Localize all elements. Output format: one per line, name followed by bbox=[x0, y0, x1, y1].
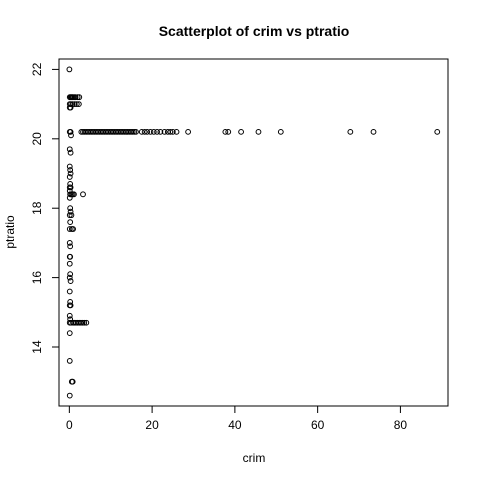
data-point bbox=[370, 128, 377, 135]
x-axis-label: crim bbox=[243, 451, 266, 465]
data-point bbox=[67, 316, 74, 323]
data-point bbox=[225, 128, 232, 135]
data-point bbox=[81, 319, 88, 326]
scatter-points bbox=[66, 66, 441, 399]
data-point bbox=[169, 128, 176, 135]
data-point bbox=[72, 94, 79, 101]
y-tick-label: 20 bbox=[30, 132, 44, 146]
data-point bbox=[238, 128, 244, 135]
data-point bbox=[185, 128, 192, 135]
data-point bbox=[67, 253, 74, 260]
data-point bbox=[80, 191, 86, 198]
x-tick-label: 40 bbox=[228, 418, 242, 432]
data-point bbox=[154, 128, 160, 135]
data-point bbox=[66, 163, 73, 170]
data-point bbox=[167, 128, 174, 135]
y-tick-label: 14 bbox=[30, 340, 44, 354]
data-point bbox=[67, 299, 74, 305]
data-point bbox=[66, 194, 73, 201]
x-axis: 0 20 40 60 80 bbox=[66, 405, 408, 432]
data-point bbox=[83, 319, 90, 326]
data-point bbox=[74, 94, 81, 101]
data-point bbox=[222, 128, 229, 135]
data-point bbox=[66, 357, 73, 364]
data-point bbox=[68, 101, 74, 108]
data-point bbox=[66, 288, 73, 295]
data-point bbox=[79, 319, 86, 326]
data-point bbox=[131, 128, 138, 135]
y-axis-label: ptratio bbox=[3, 215, 17, 249]
data-point bbox=[129, 128, 136, 135]
data-point bbox=[277, 128, 284, 135]
data-point bbox=[67, 278, 74, 284]
data-point bbox=[73, 101, 80, 108]
data-point bbox=[67, 243, 74, 250]
data-point bbox=[67, 184, 74, 191]
data-point bbox=[66, 226, 73, 232]
data-point bbox=[67, 149, 74, 156]
data-point bbox=[66, 274, 73, 281]
data-point bbox=[67, 219, 74, 225]
data-point bbox=[67, 302, 74, 309]
data-point bbox=[66, 174, 73, 180]
data-point bbox=[69, 378, 76, 385]
data-point bbox=[68, 212, 75, 219]
chart-title: Scatterplot of crim vs ptratio bbox=[159, 23, 350, 39]
data-point bbox=[67, 167, 74, 173]
data-point bbox=[70, 226, 76, 232]
x-tick-label: 60 bbox=[311, 418, 325, 432]
data-point bbox=[67, 271, 74, 278]
data-point bbox=[347, 128, 354, 135]
data-point bbox=[67, 208, 74, 215]
data-point bbox=[157, 128, 164, 135]
y-tick-label: 16 bbox=[30, 271, 44, 285]
data-point bbox=[66, 187, 73, 194]
data-point bbox=[67, 128, 74, 135]
data-point bbox=[434, 128, 441, 135]
data-point bbox=[71, 191, 77, 198]
data-point bbox=[67, 104, 74, 111]
y-tick-label: 22 bbox=[30, 62, 44, 76]
x-tick-label: 0 bbox=[66, 418, 73, 432]
data-point bbox=[173, 128, 180, 135]
y-axis: 14 16 18 20 22 bbox=[30, 62, 60, 354]
data-point bbox=[147, 128, 154, 135]
x-tick-label: 20 bbox=[145, 418, 159, 432]
data-point bbox=[66, 260, 73, 267]
data-point bbox=[71, 101, 78, 108]
data-point bbox=[76, 94, 83, 101]
data-point bbox=[67, 170, 74, 177]
data-point bbox=[150, 128, 157, 135]
data-point bbox=[66, 392, 73, 399]
data-point bbox=[141, 128, 148, 135]
data-point bbox=[66, 330, 73, 337]
data-point bbox=[67, 181, 74, 187]
data-point bbox=[78, 319, 84, 326]
x-tick-label: 80 bbox=[394, 418, 408, 432]
y-tick-label: 18 bbox=[30, 201, 44, 215]
plot-frame bbox=[58, 58, 449, 407]
data-point bbox=[68, 132, 74, 139]
data-point bbox=[133, 128, 139, 135]
data-point bbox=[66, 212, 73, 219]
data-point bbox=[138, 128, 145, 135]
data-point bbox=[67, 205, 74, 212]
data-point bbox=[66, 240, 73, 246]
data-point bbox=[144, 128, 151, 135]
data-point bbox=[66, 312, 73, 319]
data-point bbox=[75, 101, 82, 108]
data-point bbox=[66, 66, 73, 73]
data-point bbox=[255, 128, 262, 135]
data-point bbox=[161, 128, 168, 135]
data-point bbox=[66, 146, 73, 153]
